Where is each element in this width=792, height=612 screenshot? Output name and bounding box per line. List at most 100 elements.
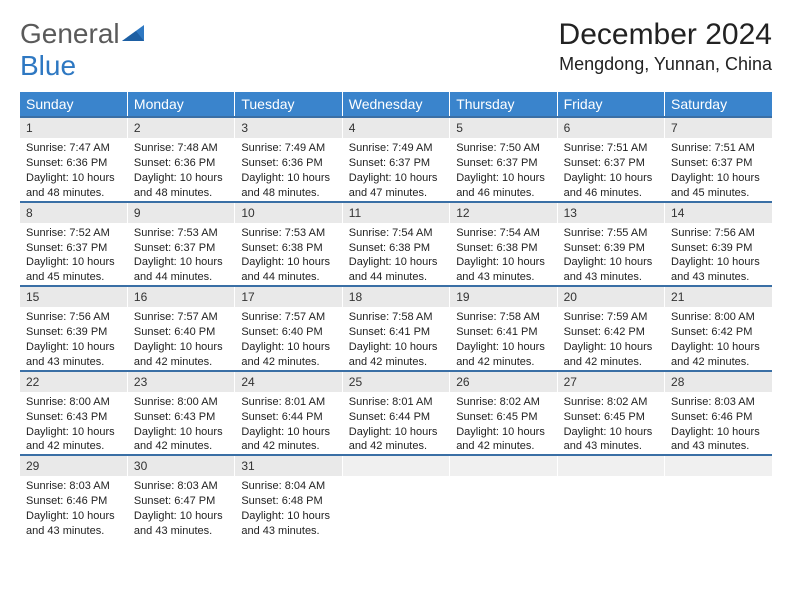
day-number: 24 (235, 372, 341, 392)
daylight-line: Daylight: 10 hours and 42 minutes. (456, 425, 550, 455)
day-details: Sunrise: 7:51 AMSunset: 6:37 PMDaylight:… (665, 138, 772, 200)
day-number: 31 (235, 456, 341, 476)
day-number: 22 (20, 372, 127, 392)
day-number: 11 (343, 203, 449, 223)
sunrise-line: Sunrise: 8:03 AM (26, 479, 121, 494)
day-number: 12 (450, 203, 556, 223)
calendar-day-cell: 17Sunrise: 7:57 AMSunset: 6:40 PMDayligh… (235, 286, 342, 371)
day-details: Sunrise: 7:54 AMSunset: 6:38 PMDaylight:… (450, 223, 556, 285)
calendar-day-cell: 26Sunrise: 8:02 AMSunset: 6:45 PMDayligh… (450, 371, 557, 456)
calendar-day-cell: 19Sunrise: 7:58 AMSunset: 6:41 PMDayligh… (450, 286, 557, 371)
day-number: . (558, 456, 664, 476)
day-number: 28 (665, 372, 772, 392)
day-number: 8 (20, 203, 127, 223)
day-details: Sunrise: 7:53 AMSunset: 6:38 PMDaylight:… (235, 223, 341, 285)
sunrise-line: Sunrise: 8:00 AM (26, 395, 121, 410)
sunset-line: Sunset: 6:36 PM (241, 156, 335, 171)
sunrise-line: Sunrise: 7:49 AM (241, 141, 335, 156)
calendar-day-cell: 23Sunrise: 8:00 AMSunset: 6:43 PMDayligh… (127, 371, 234, 456)
weekday-header: Friday (557, 92, 664, 117)
weekday-header: Monday (127, 92, 234, 117)
day-number: 13 (558, 203, 664, 223)
day-number: 20 (558, 287, 664, 307)
sunset-line: Sunset: 6:43 PM (134, 410, 228, 425)
sunrise-line: Sunrise: 7:53 AM (134, 226, 228, 241)
sunset-line: Sunset: 6:39 PM (671, 241, 766, 256)
sunset-line: Sunset: 6:37 PM (456, 156, 550, 171)
calendar-day-cell: 1Sunrise: 7:47 AMSunset: 6:36 PMDaylight… (20, 117, 127, 202)
sunset-line: Sunset: 6:37 PM (26, 241, 121, 256)
sunset-line: Sunset: 6:39 PM (26, 325, 121, 340)
day-details: Sunrise: 8:02 AMSunset: 6:45 PMDaylight:… (558, 392, 664, 454)
day-details: Sunrise: 8:00 AMSunset: 6:43 PMDaylight:… (128, 392, 234, 454)
sunrise-line: Sunrise: 8:02 AM (564, 395, 658, 410)
sunrise-line: Sunrise: 7:54 AM (349, 226, 443, 241)
calendar-day-cell: 11Sunrise: 7:54 AMSunset: 6:38 PMDayligh… (342, 202, 449, 287)
calendar-week-row: 1Sunrise: 7:47 AMSunset: 6:36 PMDaylight… (20, 117, 772, 202)
title-block: December 2024 Mengdong, Yunnan, China (559, 18, 772, 75)
calendar-day-cell: 22Sunrise: 8:00 AMSunset: 6:43 PMDayligh… (20, 371, 127, 456)
day-number: 1 (20, 118, 127, 138)
daylight-line: Daylight: 10 hours and 42 minutes. (349, 340, 443, 370)
logo-text: General Blue (20, 18, 146, 82)
daylight-line: Daylight: 10 hours and 42 minutes. (564, 340, 658, 370)
sunset-line: Sunset: 6:46 PM (26, 494, 121, 509)
sunrise-line: Sunrise: 7:53 AM (241, 226, 335, 241)
daylight-line: Daylight: 10 hours and 42 minutes. (456, 340, 550, 370)
calendar-day-cell: 7Sunrise: 7:51 AMSunset: 6:37 PMDaylight… (665, 117, 772, 202)
day-details: Sunrise: 8:01 AMSunset: 6:44 PMDaylight:… (343, 392, 449, 454)
day-details: Sunrise: 8:01 AMSunset: 6:44 PMDaylight:… (235, 392, 341, 454)
day-details: Sunrise: 7:58 AMSunset: 6:41 PMDaylight:… (343, 307, 449, 369)
sunset-line: Sunset: 6:43 PM (26, 410, 121, 425)
sunrise-line: Sunrise: 7:54 AM (456, 226, 550, 241)
day-number: 6 (558, 118, 664, 138)
calendar-day-cell: 29Sunrise: 8:03 AMSunset: 6:46 PMDayligh… (20, 455, 127, 539)
daylight-line: Daylight: 10 hours and 42 minutes. (349, 425, 443, 455)
weekday-header: Saturday (665, 92, 772, 117)
calendar-day-cell: 27Sunrise: 8:02 AMSunset: 6:45 PMDayligh… (557, 371, 664, 456)
sunset-line: Sunset: 6:46 PM (671, 410, 766, 425)
day-details: Sunrise: 7:56 AMSunset: 6:39 PMDaylight:… (665, 223, 772, 285)
day-number: 23 (128, 372, 234, 392)
calendar-week-row: 15Sunrise: 7:56 AMSunset: 6:39 PMDayligh… (20, 286, 772, 371)
sunrise-line: Sunrise: 7:48 AM (134, 141, 228, 156)
sunset-line: Sunset: 6:38 PM (349, 241, 443, 256)
calendar-day-cell: 28 Sunrise: 8:03 AMSunset: 6:46 PMDayligh… (665, 371, 772, 456)
daylight-line: Daylight: 10 hours and 43 minutes. (241, 509, 335, 539)
calendar-day-cell: 5Sunrise: 7:50 AMSunset: 6:37 PMDaylight… (450, 117, 557, 202)
calendar-day-cell: 2Sunrise: 7:48 AMSunset: 6:36 PMDaylight… (127, 117, 234, 202)
calendar-day-cell: . (450, 455, 557, 539)
daylight-line: Daylight: 10 hours and 43 minutes. (134, 509, 228, 539)
sunset-line: Sunset: 6:38 PM (456, 241, 550, 256)
calendar-day-cell: 15Sunrise: 7:56 AMSunset: 6:39 PMDayligh… (20, 286, 127, 371)
daylight-line: Daylight: 10 hours and 48 minutes. (241, 171, 335, 201)
day-number: 19 (450, 287, 556, 307)
day-details: Sunrise: 7:47 AMSunset: 6:36 PMDaylight:… (20, 138, 127, 200)
daylight-line: Daylight: 10 hours and 43 minutes. (564, 255, 658, 285)
calendar-day-cell: 25Sunrise: 8:01 AMSunset: 6:44 PMDayligh… (342, 371, 449, 456)
header: General Blue December 2024 Mengdong, Yun… (20, 18, 772, 82)
daylight-line: Daylight: 10 hours and 42 minutes. (134, 340, 228, 370)
sunset-line: Sunset: 6:39 PM (564, 241, 658, 256)
calendar-day-cell: 20Sunrise: 7:59 AMSunset: 6:42 PMDayligh… (557, 286, 664, 371)
calendar-table: SundayMondayTuesdayWednesdayThursdayFrid… (20, 92, 772, 539)
day-number: 14 (665, 203, 772, 223)
location-subtitle: Mengdong, Yunnan, China (559, 54, 772, 75)
day-details: Sunrise: 8:03 AMSunset: 6:46 PMDaylight:… (20, 476, 127, 538)
calendar-day-cell: 30Sunrise: 8:03 AMSunset: 6:47 PMDayligh… (127, 455, 234, 539)
sunrise-line: Sunrise: 8:00 AM (671, 310, 766, 325)
sunrise-line: Sunrise: 8:02 AM (456, 395, 550, 410)
sunrise-line: Sunrise: 7:58 AM (456, 310, 550, 325)
sunrise-line: Sunrise: 8:03 AM (671, 395, 766, 410)
daylight-line: Daylight: 10 hours and 44 minutes. (241, 255, 335, 285)
daylight-line: Daylight: 10 hours and 43 minutes. (671, 425, 766, 455)
sunrise-line: Sunrise: 7:55 AM (564, 226, 658, 241)
day-details: Sunrise: 7:58 AMSunset: 6:41 PMDaylight:… (450, 307, 556, 369)
sunset-line: Sunset: 6:37 PM (564, 156, 658, 171)
day-details: Sunrise: 7:50 AMSunset: 6:37 PMDaylight:… (450, 138, 556, 200)
calendar-day-cell: 4Sunrise: 7:49 AMSunset: 6:37 PMDaylight… (342, 117, 449, 202)
sunrise-line: Sunrise: 7:51 AM (671, 141, 766, 156)
calendar-day-cell: 31Sunrise: 8:04 AMSunset: 6:48 PMDayligh… (235, 455, 342, 539)
daylight-line: Daylight: 10 hours and 43 minutes. (671, 255, 766, 285)
sunrise-line: Sunrise: 7:56 AM (26, 310, 121, 325)
